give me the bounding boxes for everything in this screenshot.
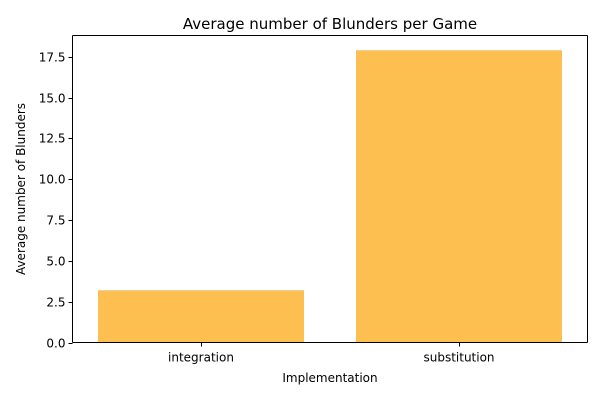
y-axis-label: Average number of Blunders bbox=[14, 103, 28, 275]
bar-integration bbox=[98, 290, 304, 343]
x-tick-label: substitution bbox=[423, 351, 494, 365]
y-tick-label: 17.5 bbox=[39, 51, 66, 65]
bars-layer bbox=[98, 50, 562, 343]
x-axis-ticks: integration substitution bbox=[168, 342, 495, 365]
x-axis-label: Implementation bbox=[282, 371, 377, 385]
y-tick-label: 7.5 bbox=[46, 214, 65, 228]
y-tick-label: 2.5 bbox=[46, 296, 65, 310]
y-tick-label: 5.0 bbox=[46, 255, 65, 269]
plot-frame bbox=[72, 35, 588, 343]
chart-title: Average number of Blunders per Game bbox=[183, 15, 477, 33]
y-tick-label: 15.0 bbox=[39, 92, 66, 106]
x-tick-label: integration bbox=[168, 351, 234, 365]
bar-substitution bbox=[356, 50, 562, 343]
y-tick-label: 0.0 bbox=[46, 337, 65, 351]
y-tick-label: 10.0 bbox=[39, 173, 66, 187]
y-axis-ticks: 0.0 2.5 5.0 7.5 10.0 12.5 15.0 17.5 bbox=[39, 51, 73, 351]
y-tick-label: 12.5 bbox=[39, 132, 66, 146]
